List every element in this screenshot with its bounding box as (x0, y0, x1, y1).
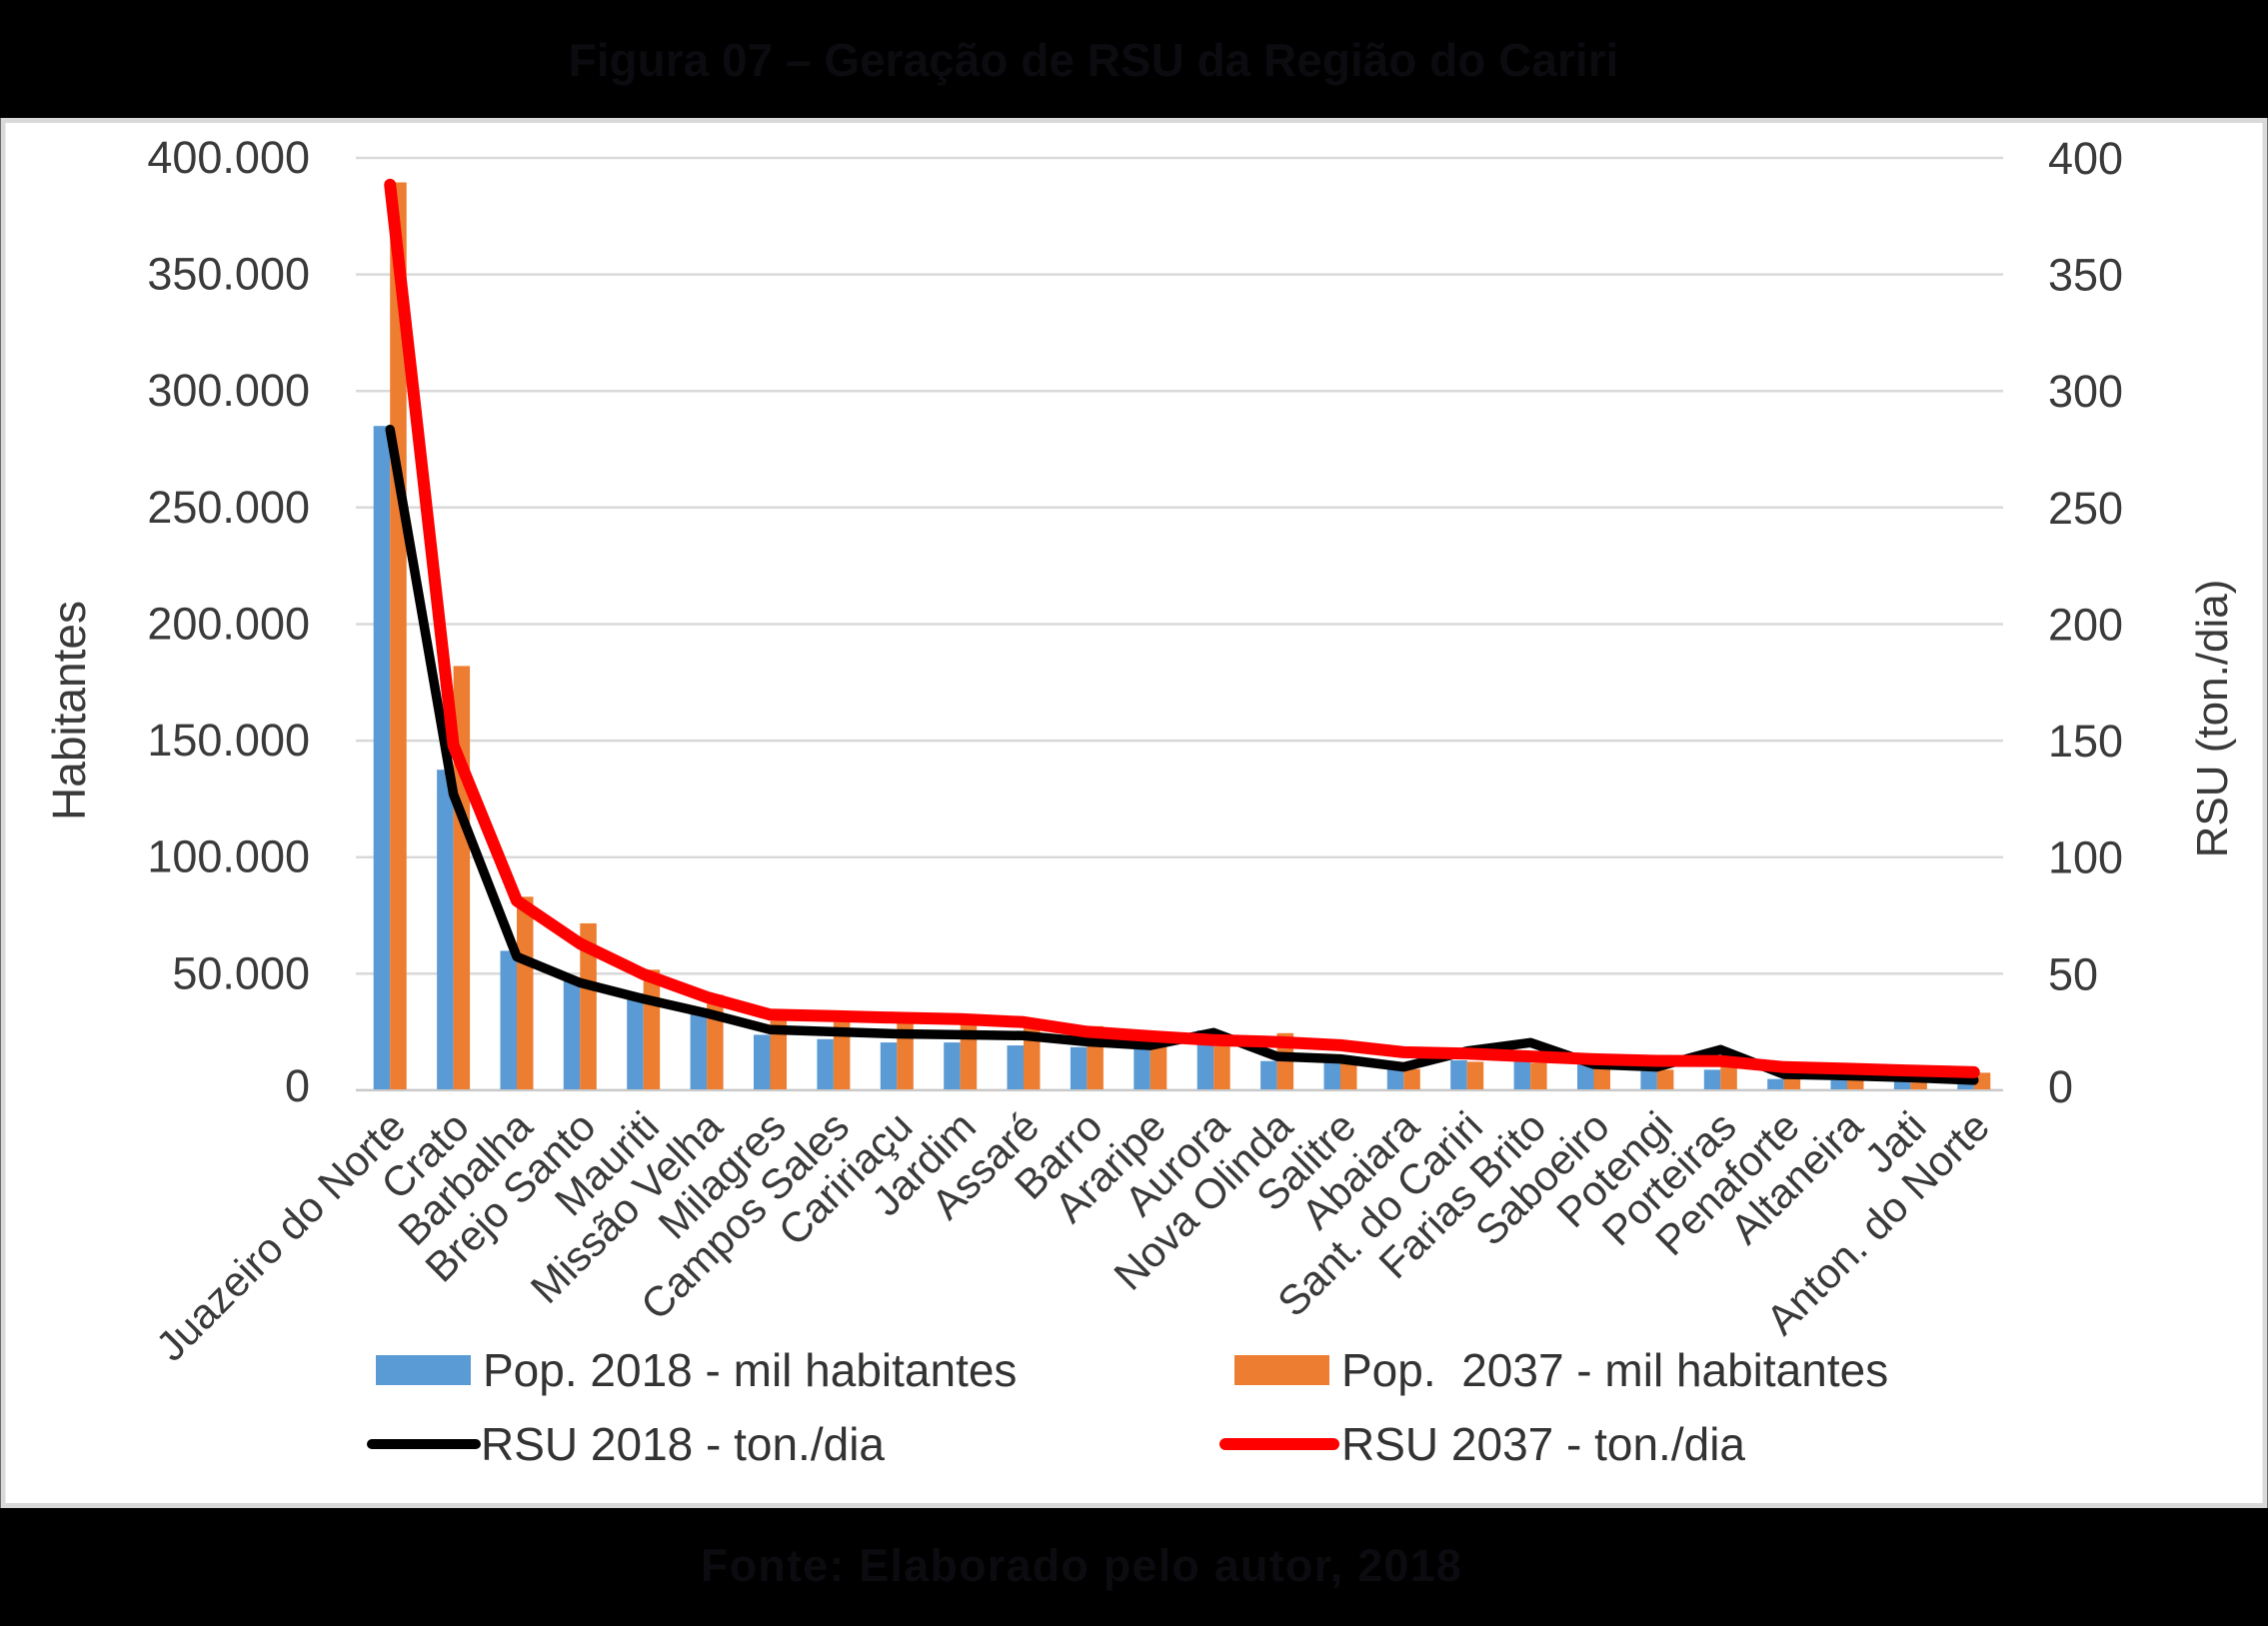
svg-text:350.000: 350.000 (147, 249, 310, 300)
svg-text:Pop. 2037 - mil habitantes: Pop. 2037 - mil habitantes (1341, 1344, 1888, 1396)
svg-text:150: 150 (2048, 716, 2123, 767)
svg-text:0: 0 (2048, 1061, 2073, 1112)
svg-text:350: 350 (2048, 250, 2123, 301)
svg-text:Pop. 2018 - mil habitantes: Pop. 2018 - mil habitantes (483, 1344, 1017, 1396)
svg-text:300.000: 300.000 (147, 365, 310, 416)
svg-text:400: 400 (2048, 133, 2123, 184)
svg-text:200.000: 200.000 (147, 599, 310, 650)
svg-text:50.000: 50.000 (172, 947, 310, 998)
svg-text:100.000: 100.000 (147, 831, 310, 882)
svg-text:150.000: 150.000 (147, 715, 310, 766)
svg-text:Fonte: Elaborado pelo autor, 2: Fonte: Elaborado pelo autor, 2018 (701, 1540, 1462, 1591)
svg-text:0: 0 (285, 1060, 310, 1111)
svg-text:50: 50 (2048, 948, 2098, 999)
svg-text:RSU (ton./dia): RSU (ton./dia) (2188, 580, 2237, 858)
svg-text:200: 200 (2048, 600, 2123, 651)
svg-text:300: 300 (2048, 366, 2123, 417)
svg-text:250.000: 250.000 (147, 482, 310, 533)
svg-text:RSU 2037 - ton./dia: RSU 2037 - ton./dia (1341, 1418, 1745, 1470)
svg-text:RSU 2018 - ton./dia: RSU 2018 - ton./dia (481, 1418, 885, 1470)
svg-text:100: 100 (2048, 832, 2123, 883)
svg-text:400.000: 400.000 (147, 132, 310, 183)
svg-text:250: 250 (2048, 483, 2123, 534)
svg-text:Figura 07 – Geração de RSU da: Figura 07 – Geração de RSU da Região do … (569, 34, 1619, 86)
svg-text:Habitantes: Habitantes (43, 601, 95, 820)
